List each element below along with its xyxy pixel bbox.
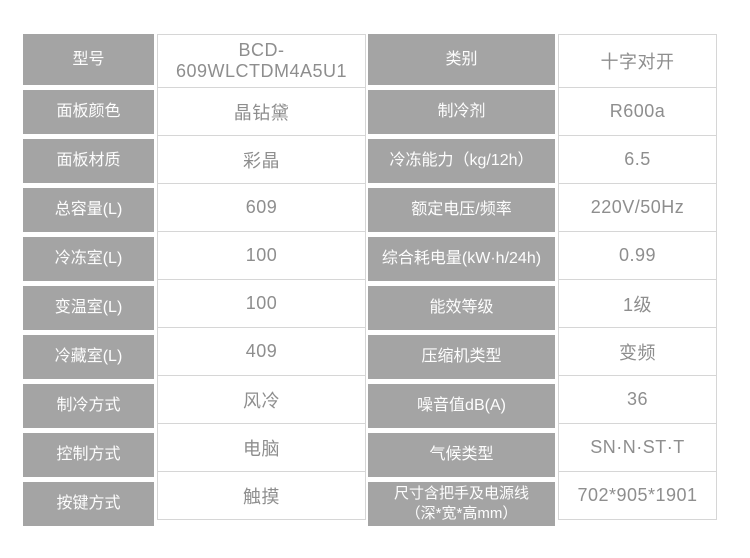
spec-label-noise-level: 噪音值dB(A)	[368, 384, 555, 428]
spec-value-control-method: 电脑	[157, 423, 366, 472]
spec-label-dimensions-line1: 尺寸含把手及电源线	[393, 485, 529, 502]
spec-label-voltage-frequency: 额定电压/频率	[368, 188, 555, 232]
spec-label-fridge-room: 冷藏室(L)	[23, 335, 154, 379]
spec-value-fridge-room: 409	[157, 327, 366, 376]
left-label-column: 型号 面板颜色 面板材质 总容量(L) 冷冻室(L) 变温室(L) 冷藏室(L)…	[23, 34, 154, 531]
spec-label-panel-material: 面板材质	[23, 139, 154, 183]
spec-label-variable-room: 变温室(L)	[23, 286, 154, 330]
spec-value-variable-room: 100	[157, 279, 366, 328]
spec-value-compressor-type: 变频	[558, 327, 717, 376]
spec-value-refrigerant: R600a	[558, 87, 717, 136]
spec-value-noise-level: 36	[558, 375, 717, 424]
spec-value-model: BCD-609WLCTDM4A5U1	[157, 34, 366, 88]
spec-value-freezer: 100	[157, 231, 366, 280]
left-value-column: BCD-609WLCTDM4A5U1 晶钻黛 彩晶 609 100 100 40…	[157, 34, 366, 520]
spec-label-climate-type: 气候类型	[368, 433, 555, 477]
spec-label-dimensions-line2: （深*宽*高mm）	[405, 505, 518, 522]
spec-label-category: 类别	[368, 34, 555, 85]
spec-value-category: 十字对开	[558, 34, 717, 88]
spec-label-button-method: 按键方式	[23, 482, 154, 526]
spec-value-button-method: 触摸	[157, 471, 366, 520]
product-spec-table: 型号 面板颜色 面板材质 总容量(L) 冷冻室(L) 变温室(L) 冷藏室(L)…	[23, 34, 717, 531]
spec-label-total-capacity: 总容量(L)	[23, 188, 154, 232]
spec-value-panel-color: 晶钻黛	[157, 87, 366, 136]
spec-value-cooling-method: 风冷	[157, 375, 366, 424]
spec-label-energy-rating: 能效等级	[368, 286, 555, 330]
right-label-column: 类别 制冷剂 冷冻能力（kg/12h） 额定电压/频率 综合耗电量(kW·h/2…	[368, 34, 555, 531]
spec-label-freezer: 冷冻室(L)	[23, 237, 154, 281]
spec-value-freezing-capacity: 6.5	[558, 135, 717, 184]
spec-label-compressor-type: 压缩机类型	[368, 335, 555, 379]
spec-value-panel-material: 彩晶	[157, 135, 366, 184]
spec-label-freezing-capacity: 冷冻能力（kg/12h）	[368, 139, 555, 183]
spec-value-power-consumption: 0.99	[558, 231, 717, 280]
spec-label-cooling-method: 制冷方式	[23, 384, 154, 428]
spec-label-refrigerant: 制冷剂	[368, 90, 555, 134]
right-value-column: 十字对开 R600a 6.5 220V/50Hz 0.99 1级 变频 36 S…	[558, 34, 717, 520]
spec-value-energy-rating: 1级	[558, 279, 717, 328]
spec-label-control-method: 控制方式	[23, 433, 154, 477]
spec-label-model: 型号	[23, 34, 154, 85]
spec-label-dimensions: 尺寸含把手及电源线 （深*宽*高mm）	[368, 482, 555, 526]
spec-label-power-consumption: 综合耗电量(kW·h/24h)	[368, 237, 555, 281]
spec-value-climate-type: SN·N·ST·T	[558, 423, 717, 472]
spec-value-voltage-frequency: 220V/50Hz	[558, 183, 717, 232]
spec-value-dimensions: 702*905*1901	[558, 471, 717, 520]
spec-label-panel-color: 面板颜色	[23, 90, 154, 134]
spec-value-total-capacity: 609	[157, 183, 366, 232]
